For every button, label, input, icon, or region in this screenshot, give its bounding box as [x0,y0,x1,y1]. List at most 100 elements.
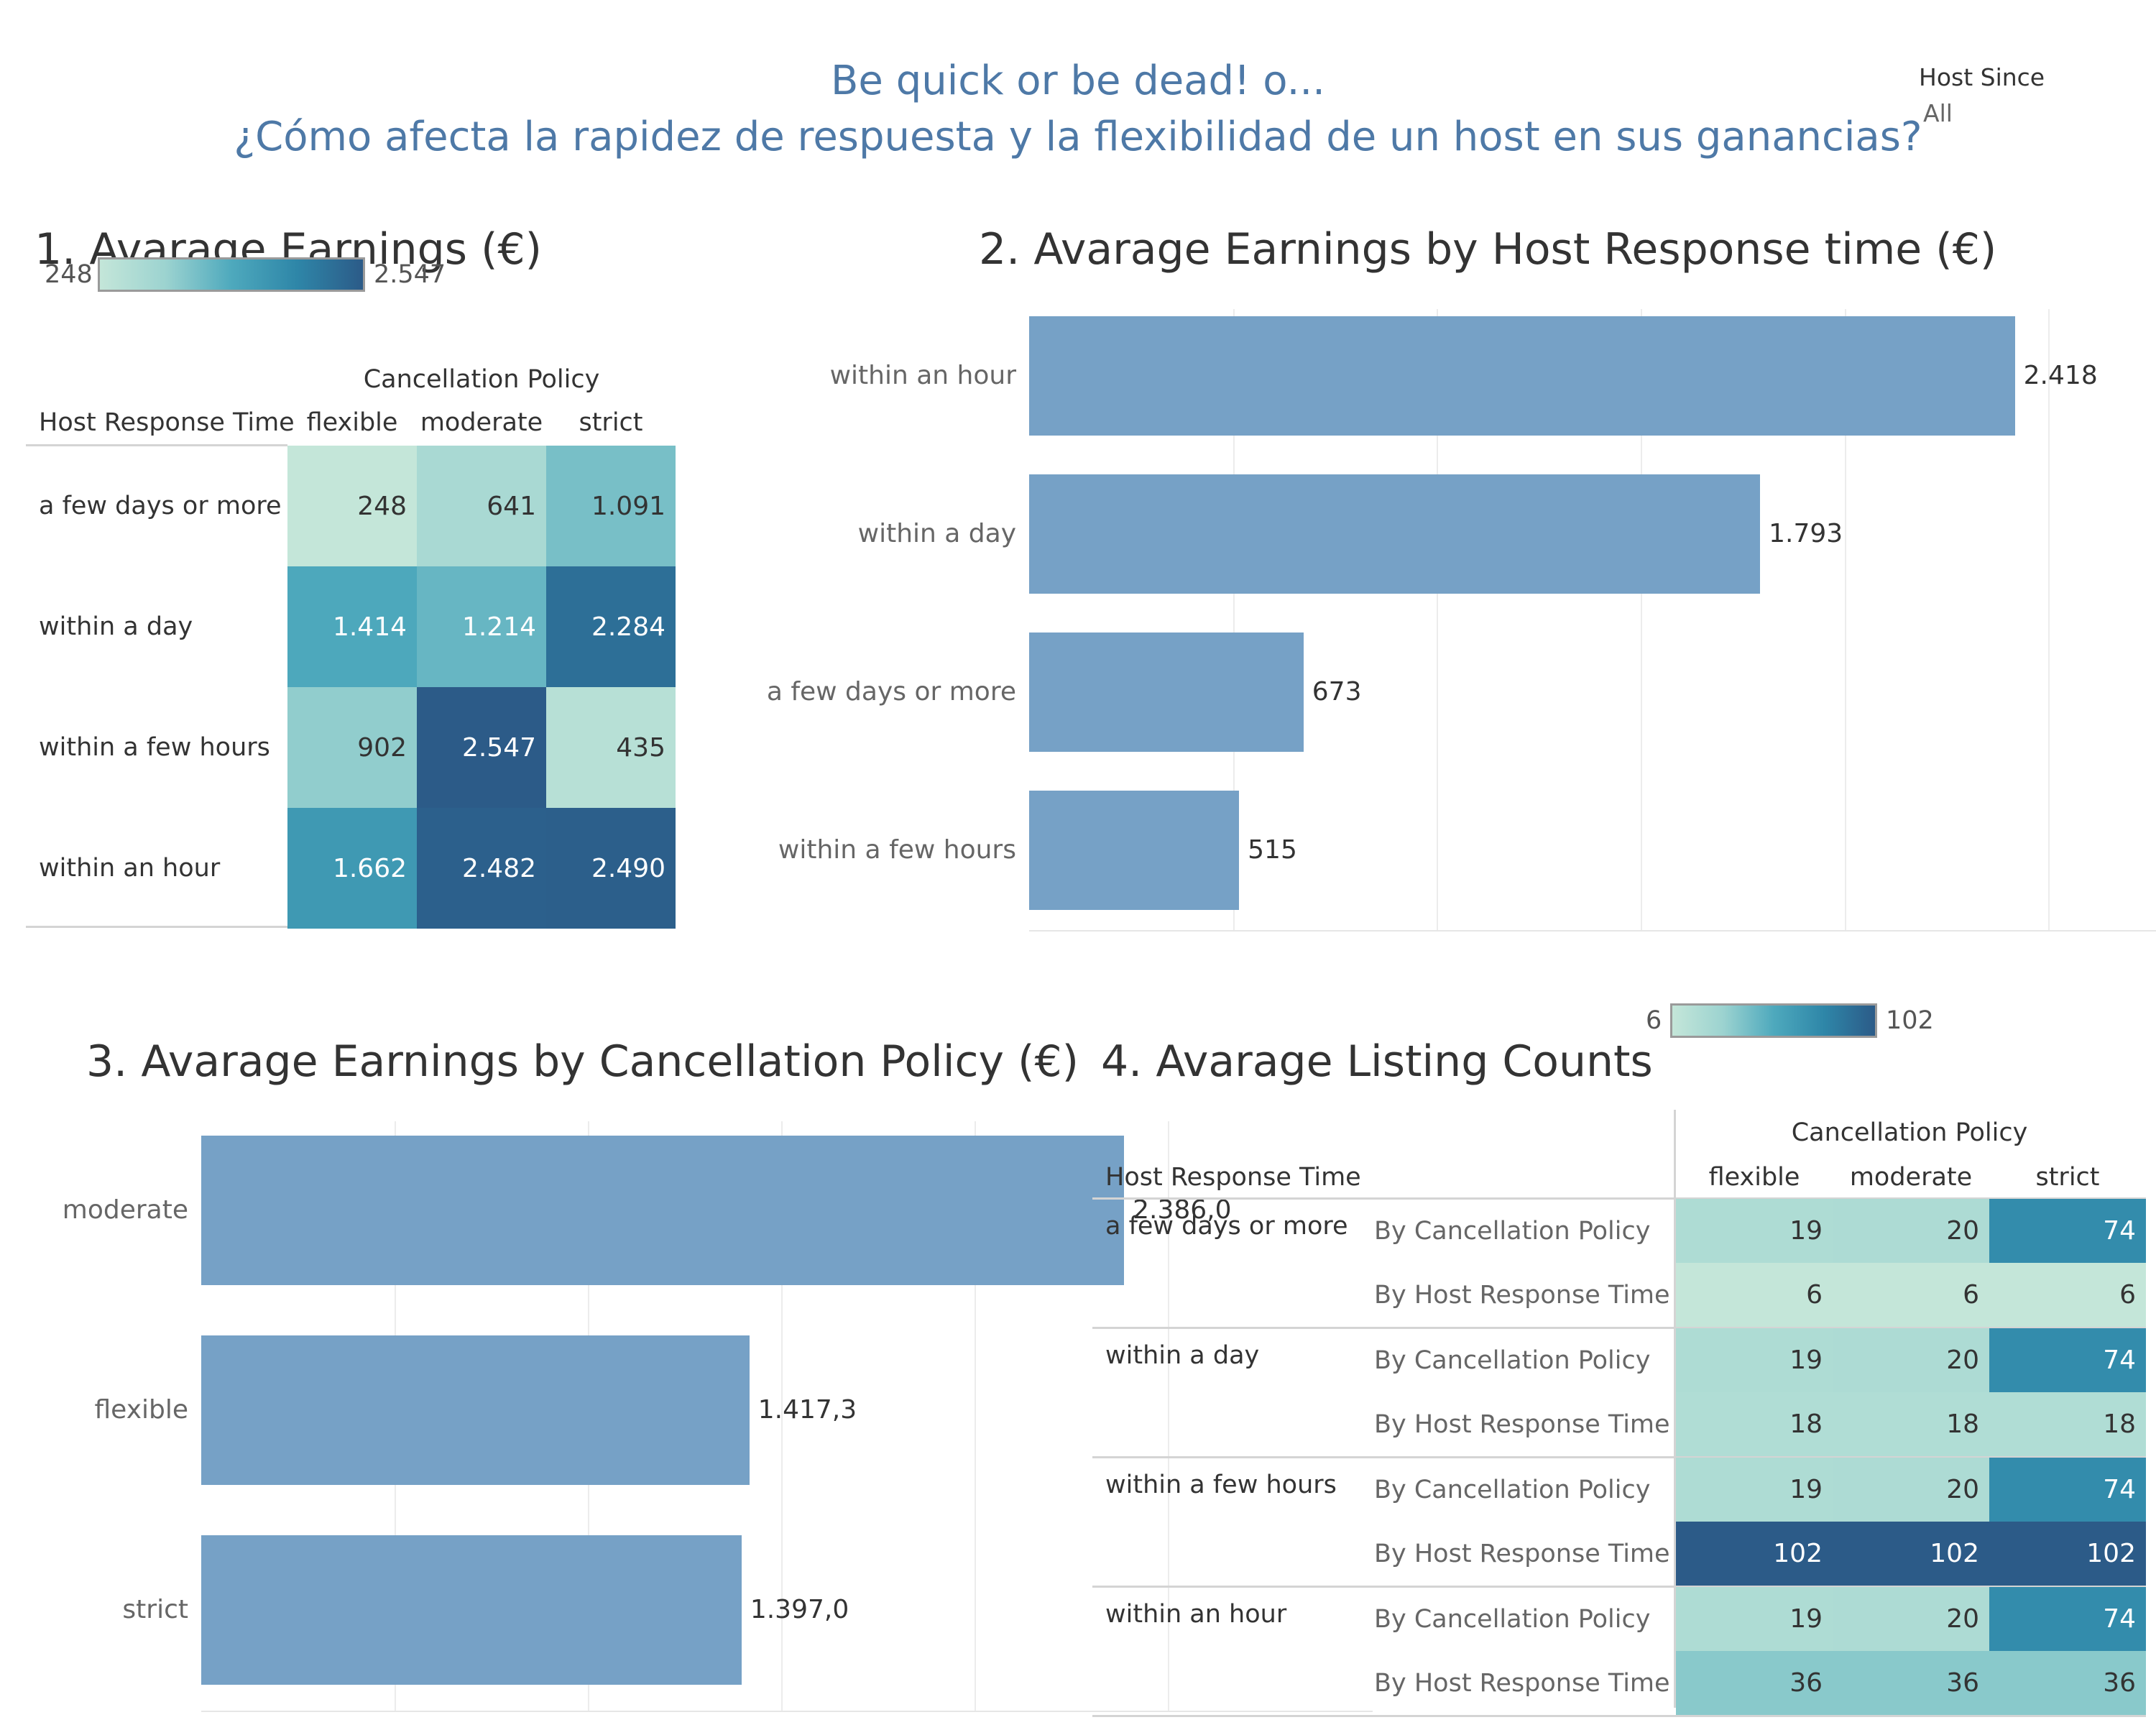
sheet-4-group-label: a few days or more [1105,1212,1348,1241]
sheet-4-heatmap-cell[interactable]: 18 [1833,1392,1989,1456]
sheet-4-col-moderate: moderate [1849,1163,1973,1192]
sheet-2-category-label: within a day [857,519,1016,548]
sheet-3-category-label: moderate [62,1195,188,1225]
sheet-4-title: 4. Avarage Listing Counts [1101,1036,1653,1087]
sheet-4-row-header: Host Response Time [1105,1163,1361,1192]
sheet-3-value-label: 1.397,0 [750,1595,849,1624]
sheet-4-col-header: Cancellation Policy [1791,1118,2028,1147]
sheet-4-measure-label: By Host Response Time [1374,1409,1670,1439]
sheet-4-group-label: within a day [1105,1341,1260,1370]
sheet-3-title: 3. Avarage Earnings by Cancellation Poli… [86,1036,1079,1087]
sheet-1-heatmap-cell[interactable]: 2.490 [546,808,676,929]
sheet-2-gridline [2048,309,2050,930]
sheet-4-heatmap-cell[interactable]: 6 [1833,1263,1989,1327]
sheet-4-heatmap-cell[interactable]: 18 [1676,1392,1833,1456]
sheet-3-bar[interactable] [201,1335,750,1485]
sheet-4-heatmap-cell[interactable]: 19 [1676,1458,1833,1522]
sheet-4-heatmap-cell[interactable]: 36 [1676,1651,1833,1715]
sheet-4-heatmap-cell[interactable]: 20 [1833,1587,1989,1651]
sheet-4-heatmap-cell[interactable]: 19 [1676,1587,1833,1651]
sheet-2-gridline [1640,309,1642,930]
sheet-1-heatmap-cell[interactable]: 435 [546,687,676,808]
sheet-1-heatmap-cell[interactable]: 1.091 [546,446,676,566]
sheet-3-value-label: 1.417,3 [757,1395,857,1425]
sheet-4-group-separator [1092,1586,2146,1588]
sheet-1-col-header: Cancellation Policy [363,365,600,394]
sheet-1-row-header: Host Response Time [39,408,295,437]
sheet-4-heatmap-cell[interactable]: 36 [1833,1651,1989,1715]
sheet-4-group-label: within a few hours [1105,1471,1337,1499]
sheet-2-category-label: within a few hours [778,835,1016,865]
sheet-3-gridline [781,1121,783,1711]
sheet-2-bar[interactable] [1029,632,1304,752]
sheet-2-category-label: a few days or more [766,677,1016,707]
sheet-4-measure-label: By Host Response Time [1374,1668,1670,1698]
sheet-1-row-label: within a few hours [39,733,270,762]
sheet-4-heatmap-cell[interactable]: 74 [1989,1199,2146,1263]
sheet-4-col-flexible: flexible [1708,1163,1800,1192]
sheet-1-heatmap-cell[interactable]: 1.214 [417,566,546,687]
sheet-2-value-label: 515 [1248,835,1297,865]
sheet-2-bar[interactable] [1029,316,2015,436]
sheet-4-heatmap-cell[interactable]: 20 [1833,1458,1989,1522]
sheet-1-heatmap-cell[interactable]: 1.414 [287,566,417,687]
sheet-4-group-separator [1092,1327,2146,1329]
sheet-4-heatmap-cell[interactable]: 19 [1676,1328,1833,1392]
sheet-1-heatmap-cell[interactable]: 1.662 [287,808,417,929]
sheet-4-heatmap-cell[interactable]: 18 [1989,1392,2146,1456]
sheet-4-measure-label: By Host Response Time [1374,1280,1670,1310]
sheet-1-heatmap-cell[interactable]: 248 [287,446,417,566]
sheet-4-measure-label: By Cancellation Policy [1374,1216,1651,1246]
sheet-3-category-label: strict [122,1595,188,1624]
sheet-3-value-label: 2.386,0 [1133,1195,1232,1225]
sheet-2-gridline [1233,309,1235,930]
sheet-4-col-strict: strict [2035,1163,2100,1192]
sheet-1-legend-min: 248 [45,260,93,289]
sheet-1-heatmap-cell[interactable]: 902 [287,687,417,808]
sheet-4-color-legend [1670,1003,1877,1038]
sheet-1-heatmap-cell[interactable]: 2.284 [546,566,676,687]
sheet-4-heatmap-cell[interactable]: 74 [1989,1458,2146,1522]
sheet-4-measure-label: By Cancellation Policy [1374,1475,1651,1504]
sheet-2-value-label: 1.793 [1769,519,1843,548]
sheet-1-color-legend [98,257,365,292]
dashboard-title-line2: ¿Cómo afecta la rapidez de respuesta y l… [234,114,1922,160]
sheet-4-heatmap-cell[interactable]: 74 [1989,1328,2146,1392]
sheet-4-legend-min: 6 [1646,1006,1662,1035]
sheet-4-heatmap-cell[interactable]: 20 [1833,1328,1989,1392]
sheet-4-heatmap-cell[interactable]: 74 [1989,1587,2146,1651]
sheet-4-heatmap-cell[interactable]: 102 [1989,1522,2146,1586]
sheet-4-heatmap-cell[interactable]: 19 [1676,1199,1833,1263]
sheet-3-bar[interactable] [201,1535,742,1685]
sheet-2-bar[interactable] [1029,474,1761,594]
sheet-1-heatmap-cell[interactable]: 641 [417,446,546,566]
sheet-4-measure-label: By Cancellation Policy [1374,1346,1651,1375]
sheet-1-heatmap-cell[interactable]: 2.482 [417,808,546,929]
sheet-4-heatmap-cell[interactable]: 20 [1833,1199,1989,1263]
host-since-filter-label: Host Since [1919,63,2045,91]
sheet-1-row-label: a few days or more [39,492,282,520]
sheet-2-category-label: within an hour [829,361,1016,390]
sheet-1-legend-max: 2.547 [374,260,446,289]
sheet-3-gridline [1168,1121,1170,1711]
sheet-2-value-label: 673 [1312,677,1362,707]
sheet-1-row-label: within a day [39,612,193,641]
sheet-1-row-header-line [26,444,287,446]
sheet-2-gridline [1844,309,1846,930]
sheet-1-heatmap-cell[interactable]: 2.547 [417,687,546,808]
sheet-3-gridline [975,1121,977,1711]
sheet-4-heatmap-cell[interactable]: 6 [1676,1263,1833,1327]
sheet-1-col-flexible: flexible [306,408,398,437]
sheet-4-measure-label: By Cancellation Policy [1374,1604,1651,1634]
sheet-4-legend-max: 102 [1886,1006,1934,1035]
sheet-4-heatmap-cell[interactable]: 6 [1989,1263,2146,1327]
host-since-filter-value[interactable]: All [1923,99,1953,127]
sheet-4-heatmap-cell[interactable]: 102 [1676,1522,1833,1586]
sheet-4-heatmap-cell[interactable]: 102 [1833,1522,1989,1586]
sheet-3-x-axis [201,1711,1373,1712]
sheet-2-bar[interactable] [1029,791,1240,910]
sheet-2-title: 2. Avarage Earnings by Host Response tim… [979,224,1997,275]
sheet-4-heatmap-cell[interactable]: 36 [1989,1651,2146,1715]
sheet-3-bar[interactable] [201,1136,1125,1285]
sheet-4-measure-label: By Host Response Time [1374,1539,1670,1568]
